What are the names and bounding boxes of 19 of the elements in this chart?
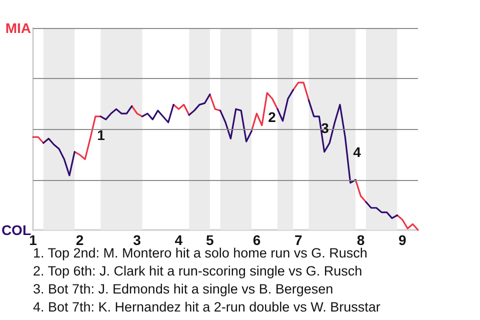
- x-tick-label: 9: [398, 232, 406, 248]
- x-tick-label: 7: [294, 232, 302, 248]
- text: 3. Bot 7th: J. Edmonds hit a single vs B. Bergesen: [33, 282, 334, 296]
- annotation: 3: [321, 120, 330, 136]
- annotation: 1: [97, 127, 106, 143]
- x-tick-label: 2: [76, 232, 84, 248]
- text: COL: [1, 222, 32, 238]
- annotation: 4: [353, 144, 362, 160]
- x-tick-label: 6: [252, 232, 261, 248]
- text: MIA: [5, 20, 31, 36]
- x-tick-label: 8: [356, 232, 365, 248]
- annotation: 2: [268, 109, 276, 125]
- x-tick-label: 3: [133, 232, 142, 248]
- text: 1. Top 2nd: M. Montero hit a solo home run vs G. Rusch: [33, 246, 368, 260]
- text: 4. Bot 7th: K. Hernandez hit a 2-run double vs W. Brusstar: [33, 300, 381, 314]
- x-tick-label: 5: [206, 232, 214, 248]
- x-tick-label: 1: [29, 232, 38, 248]
- x-tick-label: 4: [174, 232, 183, 248]
- text: 2. Top 6th: J. Clark hit a run-scoring single vs G. Rusch: [33, 264, 362, 278]
